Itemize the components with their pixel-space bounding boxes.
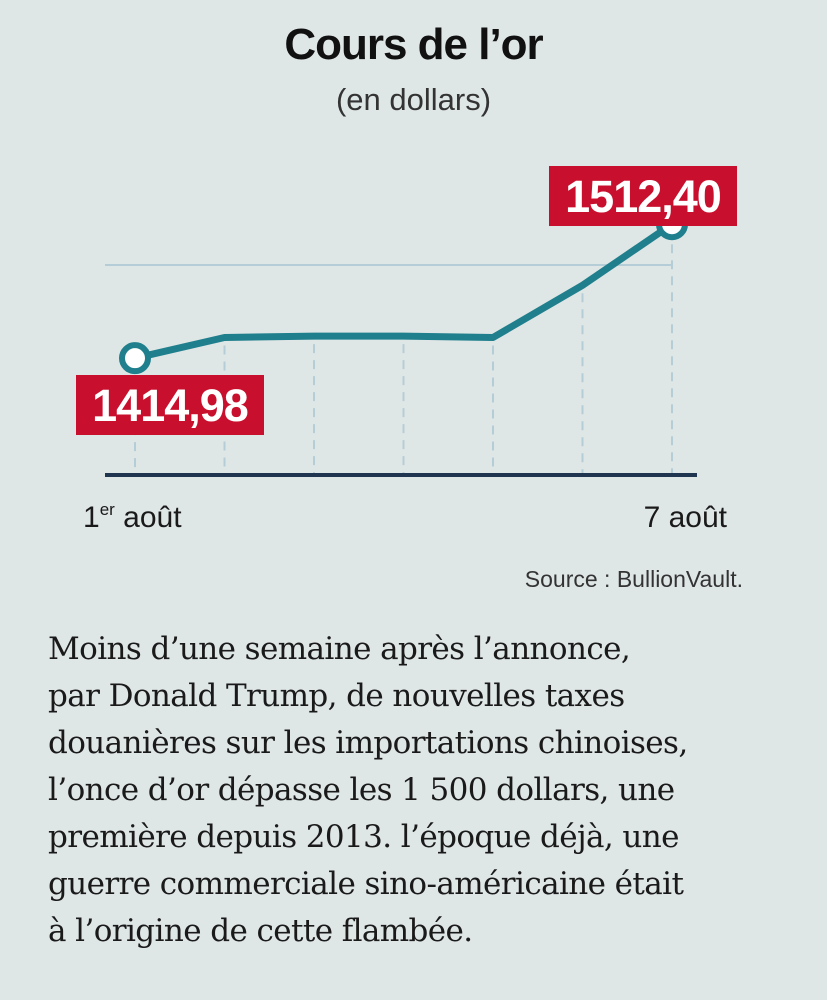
caption-text: Moins d’une semaine après l’annonce, par… <box>48 626 808 955</box>
caption-line: guerre commerciale sino-américaine était <box>48 866 684 902</box>
grid-layer <box>105 244 697 477</box>
data-label: 1414,98 <box>92 380 248 431</box>
caption-line: douanières sur les importations chinoise… <box>48 725 688 761</box>
x-tick-label: 7 août <box>644 501 728 534</box>
data-label: 1512,40 <box>565 171 721 222</box>
label-layer: 1414,98 1512,40 1er août 7 août <box>76 166 737 534</box>
data-label-box <box>549 166 737 226</box>
x-tick-label: 1er août <box>83 500 182 534</box>
source-note: Source : BullionVault. <box>524 566 743 592</box>
data-label-box <box>76 375 264 435</box>
caption-line: première depuis 2013. l’époque déjà, une <box>48 819 679 855</box>
chart-subtitle: (en dollars) <box>335 82 492 117</box>
chart-title: Cours de l’or <box>284 20 543 69</box>
caption-line: à l’origine de cette flambée. <box>48 913 473 949</box>
data-point <box>119 342 151 375</box>
gold-price-chart: 1414,98 1512,40 1er août 7 août <box>76 166 737 534</box>
caption-line: par Donald Trump, de nouvelles taxes <box>48 678 625 714</box>
series-line <box>131 220 676 362</box>
caption-line: l’once d’or dépasse les 1 500 dollars, u… <box>48 772 675 808</box>
caption-line: Moins d’une semaine après l’annonce, <box>48 631 631 667</box>
